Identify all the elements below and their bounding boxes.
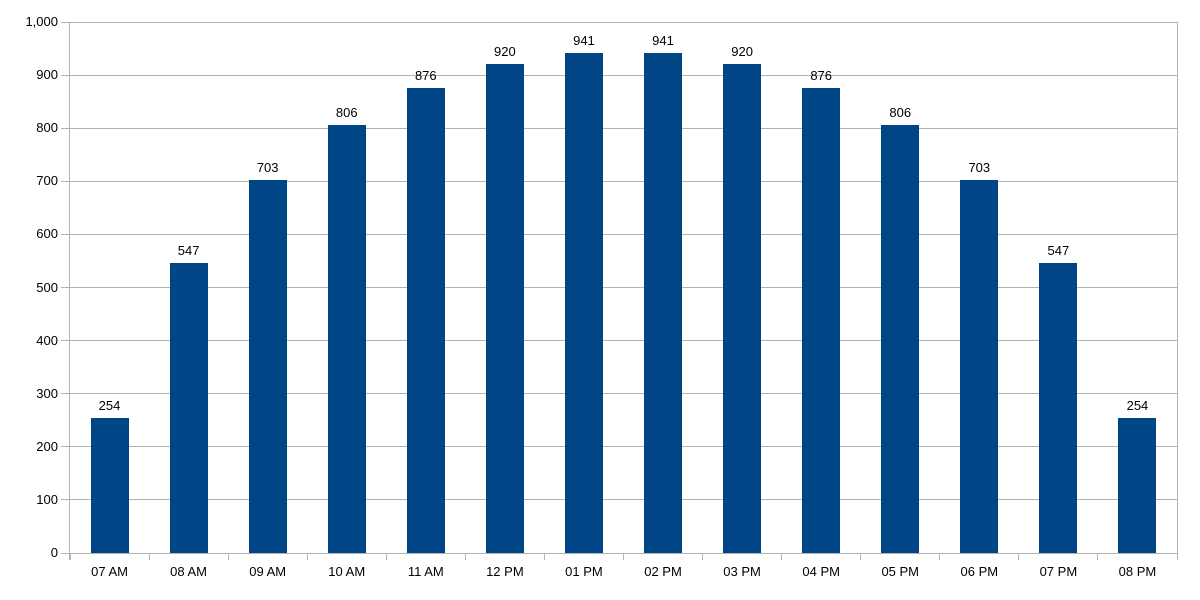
x-axis-tick: [543, 553, 545, 560]
bar-value-label: 703: [968, 159, 991, 175]
bar-value-label: 920: [731, 44, 753, 60]
y-axis-tick-label: 500: [36, 279, 58, 295]
y-axis-tick-label: 0: [50, 545, 58, 560]
bar-value-label: 876: [810, 67, 833, 83]
x-axis-tick: [1018, 553, 1020, 560]
bar: [1118, 418, 1157, 553]
x-axis-tick: [702, 553, 704, 560]
bar-value-label: 941: [573, 33, 595, 49]
y-axis-tick: [61, 499, 69, 501]
y-axis-tick: [61, 127, 69, 129]
x-axis-tick: [1176, 553, 1178, 560]
bar: [327, 125, 366, 553]
bar: [90, 418, 129, 553]
bar-value-label: 547: [177, 242, 200, 258]
bar: [881, 125, 920, 553]
bar: [169, 262, 208, 553]
x-axis-tick: [148, 553, 150, 560]
x-axis-category-label: 08 PM: [1118, 564, 1157, 579]
y-axis-tick: [61, 180, 69, 182]
bar-value-label: 703: [256, 159, 279, 175]
x-axis-tick: [860, 553, 862, 560]
x-axis-category-label: 08 AM: [170, 564, 208, 579]
bar: [723, 64, 762, 553]
y-axis-tick: [61, 552, 69, 554]
y-axis-tick-label: 100: [36, 491, 58, 507]
x-axis-tick: [623, 553, 624, 560]
x-axis-category-label: 02 PM: [644, 564, 682, 579]
y-axis-tick: [61, 74, 69, 76]
bar: [406, 87, 445, 553]
y-axis-tick: [61, 21, 69, 23]
bar-value-label: 254: [98, 398, 121, 414]
x-axis-category-label: 05 PM: [881, 564, 920, 579]
x-axis-category-label: 10 AM: [328, 564, 366, 579]
bar-value-label: 920: [494, 44, 516, 60]
y-axis-tick-label: 800: [36, 120, 58, 136]
bar-value-label: 254: [1126, 398, 1149, 414]
x-axis-tick: [385, 553, 387, 560]
bar: [802, 87, 841, 553]
y-axis-tick-label: 200: [36, 438, 58, 454]
y-axis-tick: [61, 446, 69, 448]
x-axis-category-label: 12 PM: [486, 564, 524, 579]
y-axis-tick-label: 600: [36, 226, 58, 242]
x-axis-category-label: 07 AM: [91, 564, 128, 579]
x-axis-category-label: 06 PM: [960, 564, 999, 579]
y-axis-tick-label: 400: [36, 332, 58, 348]
bar: [1039, 262, 1078, 553]
y-axis-tick: [61, 287, 69, 288]
bar: [960, 179, 999, 553]
x-axis-category-label: 11 AM: [407, 564, 444, 579]
bar: [644, 53, 683, 553]
y-axis-tick-label: 900: [36, 67, 58, 83]
bar: [248, 179, 287, 553]
bar-value-label: 806: [335, 105, 358, 120]
x-axis-tick: [227, 553, 229, 560]
bar-value-label: 876: [414, 67, 437, 83]
x-axis-tick: [306, 553, 308, 560]
x-axis-tick: [464, 553, 466, 560]
x-axis-category-label: 04 PM: [802, 564, 840, 579]
bar-value-label: 806: [889, 105, 912, 120]
bar-value-label: 941: [652, 33, 674, 49]
y-axis-tick-label: 700: [36, 173, 58, 189]
x-axis-tick: [781, 553, 783, 560]
y-axis-tick: [61, 393, 69, 395]
y-axis-line: [69, 22, 70, 560]
y-axis-tick: [61, 233, 69, 235]
plot-area-right-border: [1177, 22, 1178, 560]
y-axis-tick-label: 300: [36, 385, 58, 401]
x-axis-category-label: 03 PM: [723, 564, 761, 579]
bar: [485, 64, 524, 553]
bar-value-label: 547: [1047, 242, 1070, 258]
plot-area: [70, 22, 1177, 553]
x-axis-category-label: 01 PM: [565, 564, 603, 579]
x-axis-category-label: 07 PM: [1039, 564, 1078, 579]
x-axis-tick: [69, 553, 71, 560]
bar: [564, 53, 603, 553]
y-axis-tick: [61, 340, 69, 342]
y-axis-tick-label: 1,000: [25, 14, 58, 29]
x-axis-tick: [1097, 553, 1099, 560]
x-axis-category-label: 09 AM: [249, 564, 287, 579]
x-axis-tick: [939, 553, 941, 560]
